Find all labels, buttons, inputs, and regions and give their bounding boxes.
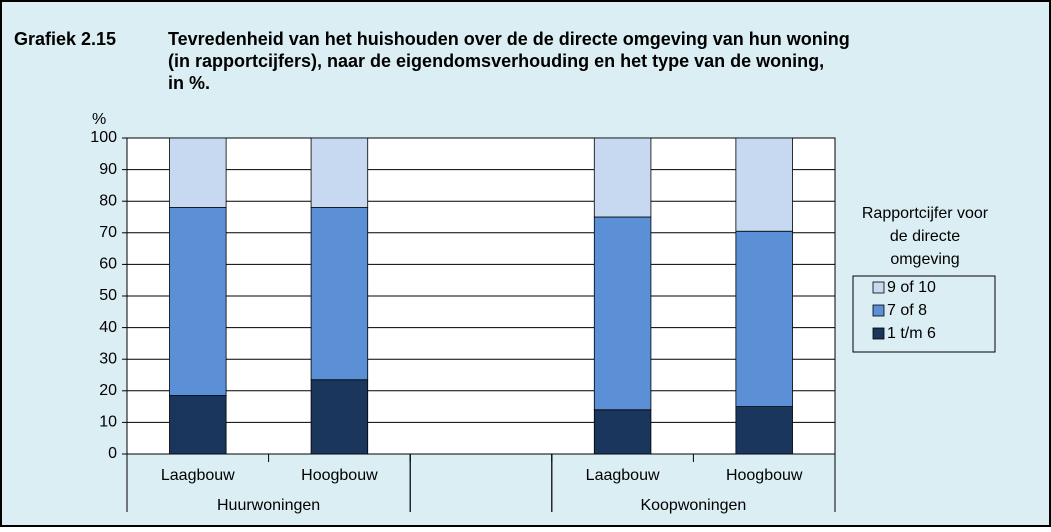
bar-segment [593,216,652,411]
legend-swatch [872,327,885,340]
y-tick-label: 90 [99,161,117,178]
y-tick-label: 0 [108,445,117,462]
bar-segment [735,137,793,232]
title-label: Grafiek 2.15 [14,29,116,49]
y-tick-label: 80 [99,192,117,209]
bar-segment [735,230,793,408]
legend-label: 9 of 10 [887,279,936,296]
bar-segment [593,137,652,218]
title-line: (in rapportcijfers), naar de eigendomsve… [168,51,824,71]
bar-segment [593,409,652,455]
y-tick-label: 60 [99,256,117,273]
legend-label: 1 t/m 6 [887,325,936,342]
bar-segment [310,207,369,381]
title-line: Tevredenheid van het huishouden over de … [168,29,850,49]
legend-title: de directe [890,228,960,245]
y-tick-label: 70 [99,224,117,241]
bar-segment [310,379,369,455]
y-tick-label: 100 [90,129,117,146]
legend-title: Rapportcijfer voor [862,205,989,222]
legend-swatch [872,304,885,317]
group-label: Huurwoningen [217,497,320,514]
x-tick-label: Laagbouw [161,467,235,484]
y-axis-label: % [92,111,106,128]
y-tick-label: 10 [99,414,117,431]
x-tick-label: Hoogbouw [726,467,803,484]
legend-label: 7 of 8 [887,302,927,319]
bar-segment [169,137,227,208]
x-tick-label: Hoogbouw [301,467,378,484]
legend-title: omgeving [890,251,959,268]
bar-segment [169,395,227,455]
y-tick-label: 30 [99,350,117,367]
legend-box [852,275,996,353]
y-tick-label: 50 [99,287,117,304]
bar-segment [735,406,793,455]
x-tick-label: Laagbouw [586,467,660,484]
bar-segment [310,137,369,208]
legend-swatch [872,281,885,294]
group-label: Koopwoningen [640,497,746,514]
bar-segment [169,207,227,396]
y-tick-label: 20 [99,382,117,399]
title-line: in %. [168,73,210,93]
y-tick-label: 40 [99,319,117,336]
